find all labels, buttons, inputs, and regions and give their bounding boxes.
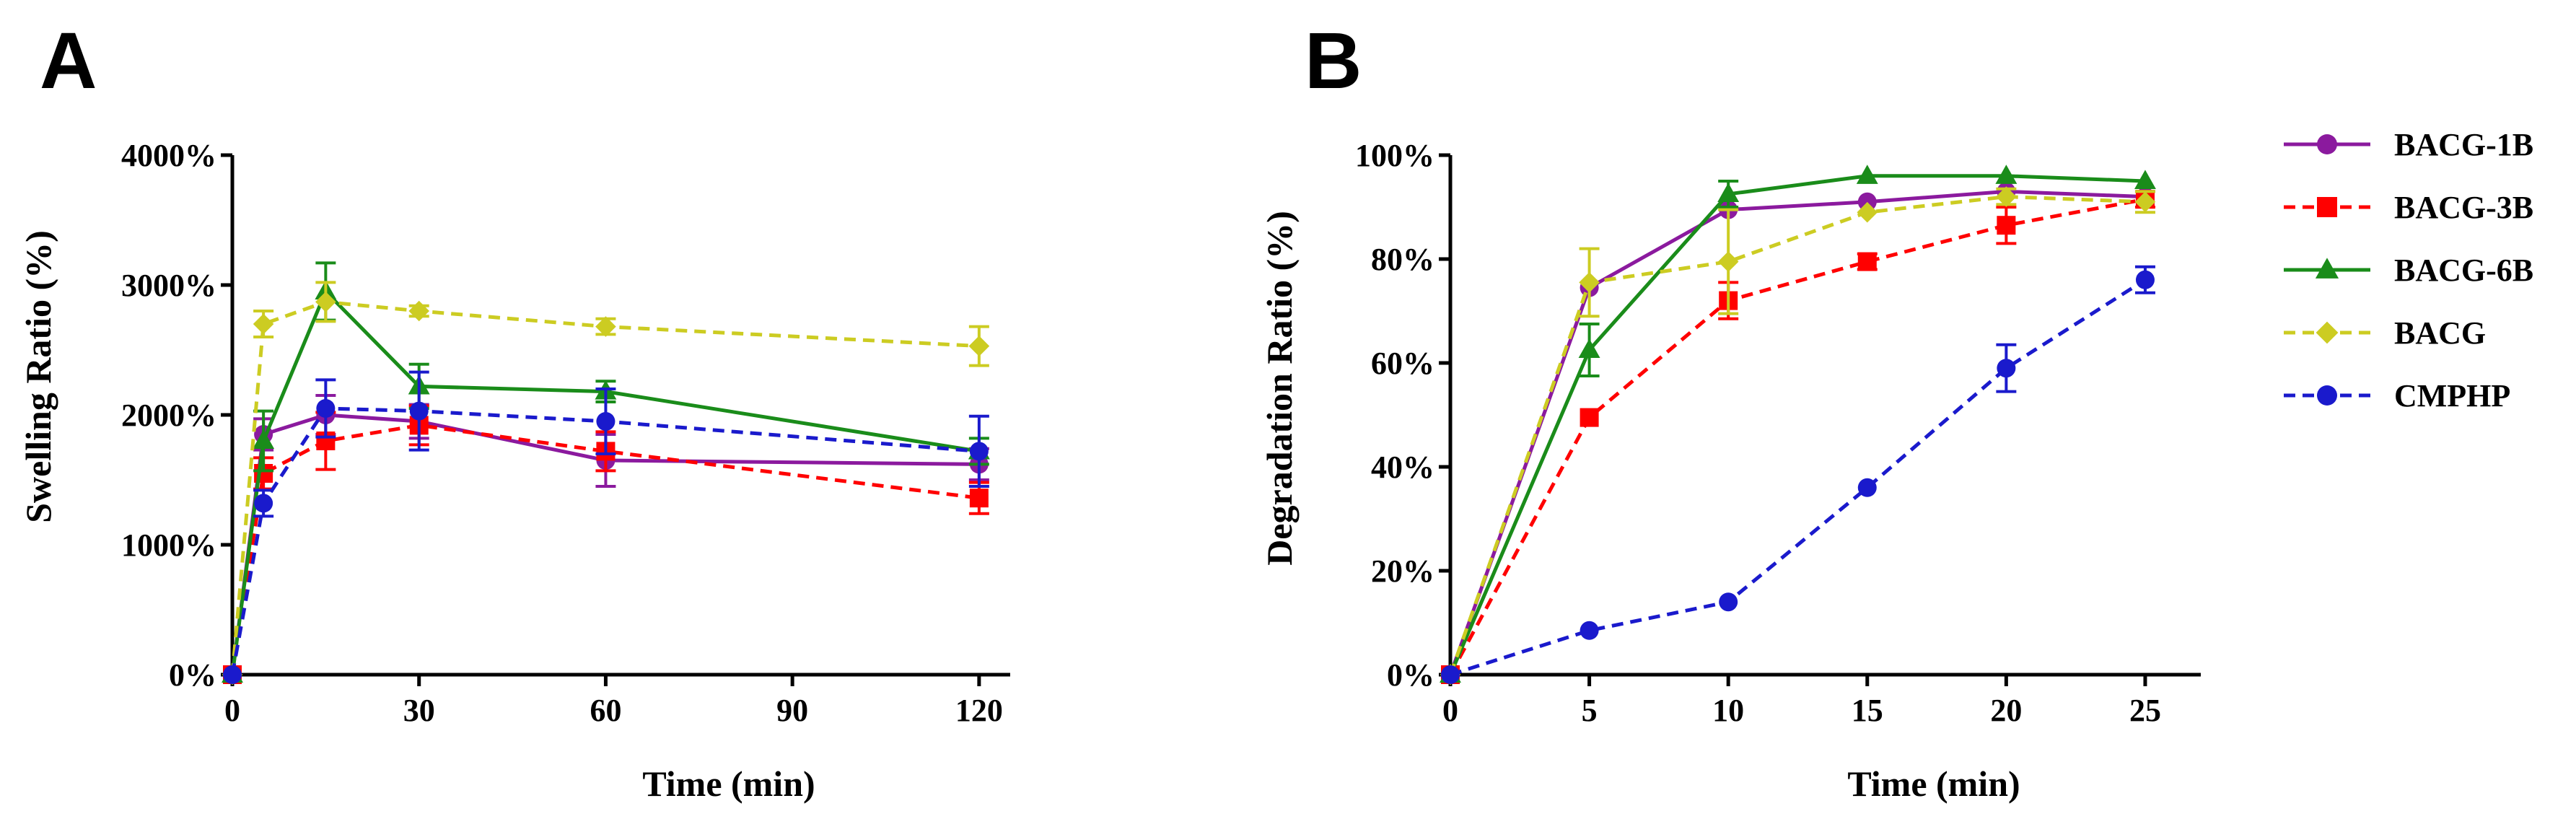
panel-b-x-tick-label: 20	[1990, 693, 2022, 728]
panel-b-y-axis-title: Degradation Ratio (%)	[1259, 211, 1300, 566]
legend-marker	[2317, 385, 2337, 406]
legend-label: CMPHP	[2394, 378, 2510, 413]
panel-b-x-tick-label: 25	[2129, 693, 2161, 728]
data-point	[2135, 270, 2155, 289]
data-point	[1580, 621, 1599, 640]
data-point	[968, 336, 990, 356]
legend-label: BACG-6B	[2394, 253, 2533, 288]
panel-b-series-bacg-3b	[1441, 190, 2155, 684]
data-point	[253, 429, 275, 450]
panel-a: A Time (min) Swelling Ratio (%) 0% 1000% 2…	[18, 17, 1010, 804]
data-point	[1717, 183, 1740, 203]
data-point	[409, 401, 429, 421]
panel-a-x-tick-label: 60	[590, 693, 621, 728]
legend: BACG-1B BACG-3B BACG-6B BACG CMPHP	[2284, 127, 2533, 413]
legend-label: BACG-3B	[2394, 190, 2533, 225]
data-point	[1717, 251, 1739, 272]
data-point	[1857, 252, 1877, 271]
panel-b-x-axis-title: Time (min)	[1847, 763, 2020, 804]
legend-item-cmphp: CMPHP	[2284, 378, 2510, 413]
panel-a-x-tick-label: 90	[776, 693, 808, 728]
data-point	[223, 665, 242, 684]
legend-label: BACG	[2394, 315, 2486, 351]
legend-item-bacg: BACG	[2284, 315, 2486, 351]
legend-marker	[2317, 134, 2337, 154]
data-point	[969, 442, 989, 461]
panel-b-y-tick-label: 60%	[1371, 346, 1434, 381]
panel-b-y-tick-label: 80%	[1371, 242, 1434, 277]
data-point	[1441, 665, 1460, 684]
series-line	[230, 299, 980, 675]
panel-a-series-cmphp	[223, 370, 989, 684]
series-line	[1448, 195, 2146, 675]
panel-a-y-axis-title: Swelling Ratio (%)	[18, 230, 58, 523]
panel-b-series-bacg-1b	[1441, 182, 2155, 684]
panel-b-series-bacg	[1440, 186, 2156, 686]
panel-a-plot-area: 0% 1000% 2000% 3000% 4000% 0 30 60 90 120	[121, 138, 1010, 728]
panel-b: B Time (min) Degradation Ratio (%) 0% 20%…	[1259, 17, 2201, 804]
legend-label: BACG-1B	[2394, 127, 2533, 162]
data-point	[2134, 170, 2156, 190]
panel-a-x-tick-label: 120	[955, 693, 1003, 728]
panel-b-plot-area: 0% 20% 40% 60% 80% 100% 0 5 10 15 20 25	[1355, 138, 2201, 728]
data-point	[1579, 272, 1600, 293]
series-line	[1450, 278, 2147, 677]
panel-b-y-tick-label: 100%	[1355, 138, 1434, 173]
panel-a-x-tick-label: 0	[224, 693, 240, 728]
legend-item-bacg-3b: BACG-3B	[2284, 190, 2533, 225]
panel-a-x-axis-title: Time (min)	[642, 763, 815, 804]
data-point	[1995, 165, 2018, 184]
panel-b-series-cmphp	[1441, 265, 2155, 684]
panel-a-y-tick-label: 4000%	[121, 138, 216, 173]
data-point	[596, 412, 615, 431]
data-point	[315, 292, 336, 312]
data-point	[1857, 201, 1878, 223]
panel-b-x-tick-label: 15	[1852, 693, 1883, 728]
legend-marker	[2317, 197, 2337, 217]
series-line	[230, 288, 980, 675]
series-line	[1448, 197, 2146, 676]
data-point	[1580, 408, 1599, 427]
panel-b-y-tick-label: 20%	[1371, 553, 1434, 589]
legend-marker	[2315, 258, 2339, 279]
legend-item-bacg-6b: BACG-6B	[2284, 253, 2533, 288]
panel-letter-b: B	[1305, 17, 1362, 105]
panel-b-y-tick-label: 0%	[1387, 657, 1434, 693]
data-point	[253, 313, 274, 335]
panel-a-y-tick-label: 2000%	[121, 398, 216, 433]
data-point	[316, 399, 336, 418]
data-point	[408, 300, 430, 322]
data-point	[1719, 592, 1738, 612]
data-point	[1578, 338, 1600, 359]
data-point	[1996, 186, 2017, 207]
panel-a-x-tick-label: 30	[403, 693, 435, 728]
data-point	[1857, 192, 1877, 211]
panel-letter-a: A	[40, 17, 97, 105]
panel-a-y-tick-label: 3000%	[121, 268, 216, 303]
series-line	[1448, 174, 2146, 675]
panel-a-y-tick-label: 0%	[169, 657, 216, 693]
legend-marker	[2316, 321, 2339, 344]
panel-b-x-tick-label: 5	[1582, 693, 1598, 728]
data-point	[595, 316, 616, 337]
data-point	[1997, 216, 2016, 235]
legend-item-bacg-1b: BACG-1B	[2284, 127, 2533, 162]
panel-b-y-tick-label: 40%	[1371, 450, 1434, 485]
data-point	[254, 494, 273, 513]
panel-a-y-tick-label: 1000%	[121, 527, 216, 563]
data-point	[1856, 165, 1878, 184]
panel-b-x-tick-label: 10	[1712, 693, 1744, 728]
data-point	[1857, 478, 1877, 497]
data-point	[1997, 359, 2016, 378]
panel-b-x-tick-label: 0	[1442, 693, 1458, 728]
series-line	[230, 406, 980, 675]
data-point	[2134, 191, 2156, 213]
panel-b-series-bacg-6b	[1440, 165, 2156, 683]
data-point	[969, 489, 989, 508]
